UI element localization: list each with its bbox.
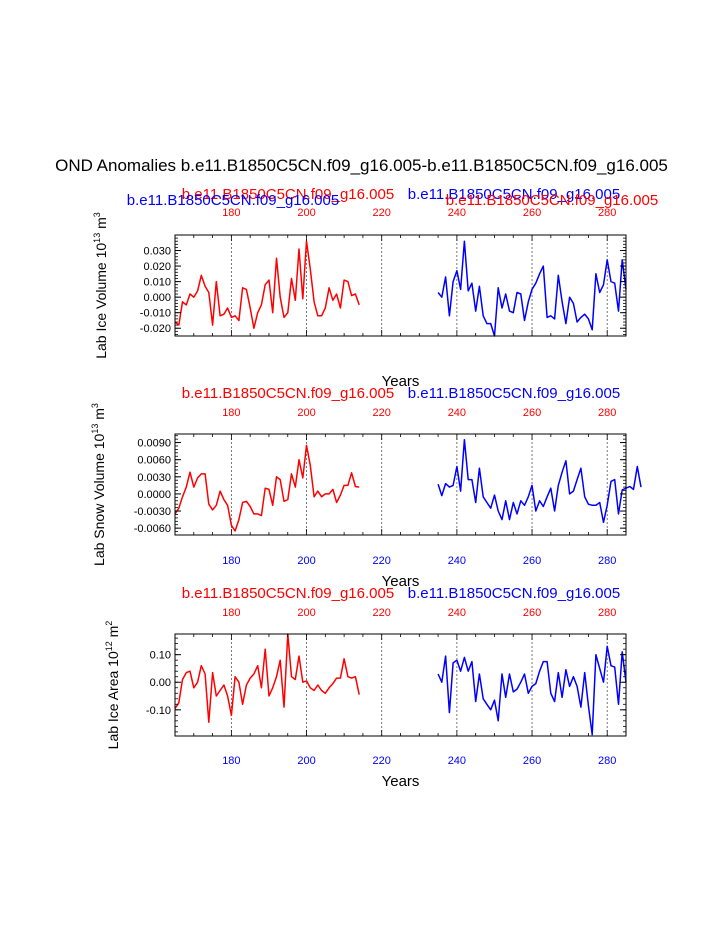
y-axis-label-superscript: 3 — [90, 403, 100, 408]
y-axis-label: Lab Ice Area 1012 m2 — [104, 621, 121, 750]
series-line-blue — [437, 438, 642, 524]
bottom-axis-tick-label: 260 — [523, 555, 541, 567]
top-axis-tick-label: 180 — [222, 207, 240, 219]
bottom-axis-tick-label: 240 — [448, 555, 466, 567]
blue-series-label: b.e11.B1850C5CN.f09_g16.005 — [408, 585, 620, 602]
y-axis-label: Lab Snow Volume 1013 m3 — [90, 403, 107, 566]
y-tick-label: 0.010 — [143, 277, 171, 289]
top-axis-tick-label: 220 — [373, 607, 391, 619]
y-axis-label-text: Lab Snow Volume 10 — [91, 433, 107, 566]
top-axis-tick-label: 280 — [598, 207, 616, 219]
y-tick-label: 0.00 — [150, 677, 171, 689]
bottom-axis-tick-label: 180 — [222, 755, 240, 767]
y-tick-label: 0.030 — [143, 246, 171, 258]
bottom-axis-tick-label: 280 — [598, 555, 616, 567]
bottom-axis-tick-label: 220 — [373, 555, 391, 567]
plot-frame — [174, 234, 627, 337]
top-axis-tick-label: 200 — [297, 607, 315, 619]
y-tick-label: 0.0090 — [137, 438, 171, 450]
plot-frame — [174, 633, 627, 737]
bottom-axis-tick-label: 260 — [523, 755, 541, 767]
top-axis-tick-label: 220 — [373, 407, 391, 419]
y-axis-label-superscript: 13 — [92, 233, 102, 243]
bottom-axis-tick-label: 220 — [373, 755, 391, 767]
top-axis-tick-label: 200 — [297, 207, 315, 219]
y-axis-label-text: Lab Ice Volume 10 — [93, 243, 109, 359]
y-tick-label: -0.0060 — [134, 523, 171, 535]
top-axis-tick-label: 260 — [523, 607, 541, 619]
y-axis-label-superscript: 12 — [104, 641, 114, 651]
bottom-axis-tick-label: 200 — [297, 555, 315, 567]
figure-title: OND Anomalies b.e11.B1850C5CN.f09_g16.00… — [55, 156, 668, 175]
y-axis-label-text: m — [93, 217, 109, 233]
y-axis-label-superscript: 2 — [104, 621, 114, 626]
top-axis-tick-label: 240 — [448, 407, 466, 419]
bottom-axis-tick-label: 180 — [222, 555, 240, 567]
y-tick-label: -0.0030 — [134, 506, 171, 518]
series-line-red — [174, 240, 360, 329]
top-axis-tick-label: 240 — [448, 207, 466, 219]
chart-panel-ice-area: -0.10 0.00 0.10 180 200 220 240 260 280 180 200 220… — [104, 585, 627, 790]
top-axis-tick-label: 200 — [297, 407, 315, 419]
top-axis-tick-label: 220 — [373, 207, 391, 219]
blue-series-label: b.e11.B1850C5CN.f09_g16.005 — [408, 186, 620, 203]
x-axis-label: Years — [382, 573, 420, 590]
top-axis-tick-label: 180 — [222, 407, 240, 419]
red-series-label-overlap: b.e11.B1850C5CN.f09_g16.005 — [446, 192, 658, 209]
red-series-label: b.e11.B1850C5CN.f09_g16.005 — [182, 186, 394, 203]
top-axis-tick-label: 260 — [523, 207, 541, 219]
y-tick-label: -0.10 — [146, 705, 171, 717]
series-line-blue — [437, 645, 627, 736]
top-axis-tick-label: 280 — [598, 407, 616, 419]
y-axis-label-superscript: 13 — [90, 424, 100, 434]
series-line-red — [174, 633, 360, 723]
y-tick-label: 0.0030 — [137, 472, 171, 484]
top-axis-tick-label: 180 — [222, 607, 240, 619]
y-tick-label: 0.10 — [150, 650, 171, 662]
red-series-label: b.e11.B1850C5CN.f09_g16.005 — [182, 385, 394, 402]
x-axis-label: Years — [382, 773, 420, 790]
bottom-axis-tick-label: 240 — [448, 755, 466, 767]
series-line-red — [174, 444, 360, 532]
y-tick-label: 0.020 — [143, 261, 171, 273]
y-axis-label: Lab Ice Volume 1013 m3 — [92, 212, 109, 359]
y-tick-label: -0.010 — [140, 308, 171, 320]
red-series-label: b.e11.B1850C5CN.f09_g16.005 — [182, 585, 394, 602]
y-axis-label-text: m — [91, 408, 107, 424]
series-line-blue — [437, 240, 627, 337]
y-tick-label: 0.0060 — [137, 455, 171, 467]
x-axis-label: Years — [382, 373, 420, 390]
bottom-axis-tick-label: 200 — [297, 755, 315, 767]
blue-series-label-overlap: b.e11.B1850C5CN.f09_g16.005 — [127, 192, 339, 209]
top-axis-tick-label: 260 — [523, 407, 541, 419]
top-axis-tick-label: 280 — [598, 607, 616, 619]
y-tick-label: 0.000 — [143, 292, 171, 304]
blue-series-label: b.e11.B1850C5CN.f09_g16.005 — [408, 385, 620, 402]
y-axis-label-text: m — [105, 626, 121, 642]
chart-panel-ice-volume: -0.020 -0.010 0.000 0.010 0.020 0.030 180 200 22… — [92, 186, 658, 390]
y-tick-label: 0.0000 — [137, 489, 171, 501]
bottom-axis-tick-label: 280 — [598, 755, 616, 767]
chart-panel-snow-volume: -0.0060 -0.0030 0.0000 0.0030 0.0060 0.0090 18… — [90, 385, 642, 590]
y-axis-label-text: Lab Ice Area 10 — [105, 651, 121, 749]
y-tick-label: -0.020 — [140, 323, 171, 335]
top-axis-tick-label: 240 — [448, 607, 466, 619]
y-axis-label-superscript: 3 — [92, 212, 102, 217]
